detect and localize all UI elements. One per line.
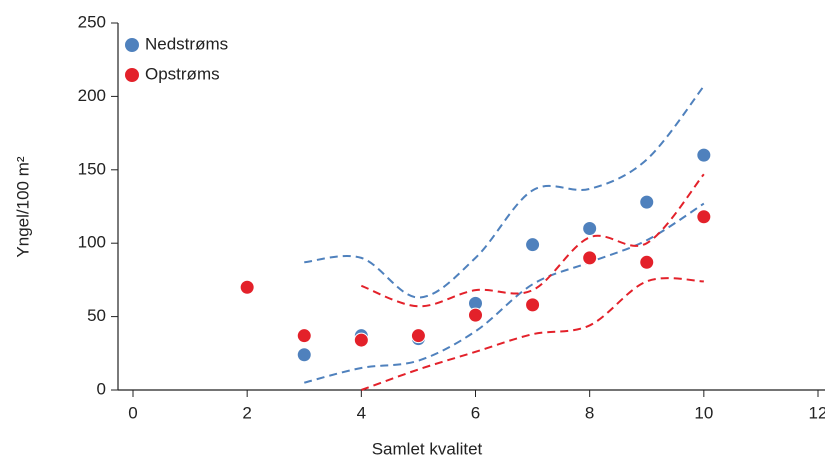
point — [239, 279, 255, 295]
point — [639, 194, 655, 210]
point — [696, 209, 712, 225]
x-tick-label: 8 — [585, 403, 594, 422]
point — [296, 328, 312, 344]
point — [639, 254, 655, 270]
band-line — [304, 85, 705, 299]
point — [525, 297, 541, 313]
point — [582, 250, 598, 266]
band-line — [304, 202, 705, 384]
x-tick-label: 10 — [694, 403, 713, 422]
y-tick-label: 250 — [78, 12, 106, 31]
x-tick-label: 12 — [809, 403, 825, 422]
x-tick-label: 6 — [471, 403, 480, 422]
point — [296, 347, 312, 363]
point — [696, 147, 712, 163]
point — [582, 221, 598, 237]
y-tick-label: 200 — [78, 86, 106, 105]
x-tick-label: 2 — [242, 403, 251, 422]
y-tick-label: 50 — [87, 306, 106, 325]
y-tick-label: 100 — [78, 233, 106, 252]
point — [410, 328, 426, 344]
point — [468, 307, 483, 323]
x-tick-label: 0 — [128, 403, 137, 422]
x-tick-label: 4 — [357, 403, 366, 422]
legend-label: Nedstrøms — [145, 34, 228, 53]
legend-marker — [125, 68, 139, 82]
y-tick-label: 150 — [78, 159, 106, 178]
point — [353, 332, 369, 348]
legend-label: Opstrøms — [145, 64, 220, 83]
y-axis-label: Yngel/100 m² — [13, 156, 32, 257]
point — [525, 237, 541, 253]
y-tick-label: 0 — [97, 379, 106, 398]
legend-marker — [125, 38, 139, 52]
x-axis-label: Samlet kvalitet — [372, 439, 483, 458]
band-line — [360, 173, 705, 308]
